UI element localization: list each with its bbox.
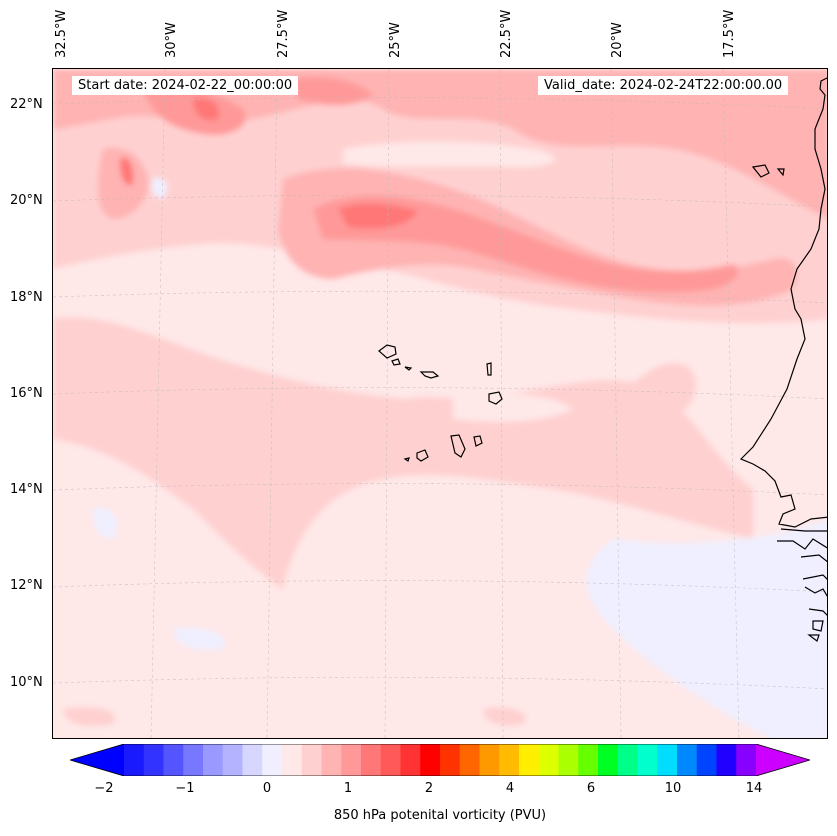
- colorbar-cell: [440, 744, 461, 776]
- colorbar-cell: [124, 744, 145, 776]
- colorbar-cell: [282, 744, 303, 776]
- colorbar-cell: [637, 744, 658, 776]
- start-date-label: Start date: 2024-02-22_00:00:00: [72, 76, 299, 95]
- colorbar-cell: [380, 744, 401, 776]
- colorbar-cell: [143, 744, 164, 776]
- colorbar-cell: [696, 744, 717, 776]
- colorbar-cell: [341, 744, 362, 776]
- colorbar-under-arrow: [70, 744, 124, 776]
- lat-label-10n: 10°N: [10, 675, 43, 690]
- colorbar-cell: [301, 744, 322, 776]
- colorbar-cell: [598, 744, 619, 776]
- lat-label-22n: 22°N: [10, 97, 43, 112]
- colorbar-cell: [400, 744, 421, 776]
- colorbar-cell: [459, 744, 480, 776]
- lat-label-20n: 20°N: [10, 193, 43, 208]
- lon-label-27-5w: 27.5°W: [276, 9, 291, 58]
- colorbar-cell: [519, 744, 540, 776]
- colorbar-tick: 10: [664, 781, 682, 796]
- colorbar-cell: [242, 744, 263, 776]
- lon-label-17-5w: 17.5°W: [722, 9, 737, 58]
- colorbar-cell: [361, 744, 382, 776]
- colorbar-cell: [499, 744, 520, 776]
- lat-label-12n: 12°N: [10, 578, 43, 593]
- colorbar-over-arrow: [756, 744, 810, 776]
- colorbar-cell: [578, 744, 599, 776]
- lat-label-18n: 18°N: [10, 290, 43, 305]
- colorbar-cell: [657, 744, 678, 776]
- colorbar-cell: [538, 744, 559, 776]
- pv-contour-map: [53, 69, 827, 738]
- colorbar-tick: −2: [94, 781, 114, 796]
- colorbar-tick: 6: [586, 781, 596, 796]
- lon-label-20w: 20°W: [610, 22, 625, 58]
- colorbar-cell: [262, 744, 283, 776]
- colorbar-cell: [479, 744, 500, 776]
- colorbar-cell: [716, 744, 737, 776]
- colorbar-cell: [203, 744, 224, 776]
- colorbar-cell: [617, 744, 638, 776]
- colorbar-tick: 1: [343, 781, 353, 796]
- colorbar-tick: −1: [175, 781, 195, 796]
- colorbar-tick: 0: [262, 781, 272, 796]
- colorbar-cell: [183, 744, 204, 776]
- colorbar-cell: [163, 744, 184, 776]
- colorbar-cell: [420, 744, 441, 776]
- lat-label-16n: 16°N: [10, 386, 43, 401]
- colorbar-tick: 14: [745, 781, 763, 796]
- map-panel[interactable]: [52, 68, 828, 739]
- colorbar-cell: [736, 744, 757, 776]
- colorbar-cell: [321, 744, 342, 776]
- lat-label-14n: 14°N: [10, 482, 43, 497]
- lon-label-30w: 30°W: [164, 22, 179, 58]
- colorbar-cell: [677, 744, 698, 776]
- lon-label-25w: 25°W: [388, 22, 403, 58]
- colorbar-tick: 4: [505, 781, 515, 796]
- lon-label-22-5w: 22.5°W: [499, 9, 514, 58]
- colorbar-label: 850 hPa potenital vorticity (PVU): [333, 808, 547, 823]
- colorbar-tick: 2: [424, 781, 434, 796]
- lon-label-32-5w: 32.5°W: [54, 9, 69, 58]
- colorbar-cell: [222, 744, 243, 776]
- colorbar-cell: [558, 744, 579, 776]
- colorbar: [70, 744, 810, 776]
- valid-date-label: Valid_date: 2024-02-24T22:00:00.00: [538, 76, 789, 95]
